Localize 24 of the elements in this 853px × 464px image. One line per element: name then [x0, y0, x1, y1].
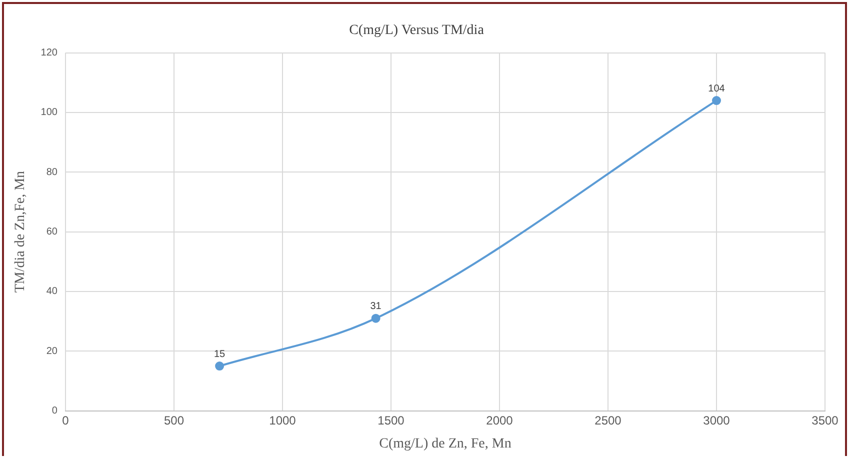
x-tick-label: 1500	[378, 413, 405, 428]
y-tick-label: 80	[46, 166, 58, 178]
y-tick-label: 40	[46, 286, 58, 298]
x-tick-label: 2500	[594, 413, 622, 428]
y-tick-label: 100	[40, 107, 58, 118]
point	[215, 362, 224, 371]
y-axis-title: TM/dia de Zn,Fe, Mn	[13, 170, 28, 293]
x-axis-title: C(mg/L) de Zn, Fe, Mn	[379, 436, 512, 452]
point	[371, 314, 380, 323]
x-tick-label: 500	[164, 413, 184, 428]
data-label: 31	[370, 301, 382, 312]
point	[712, 96, 721, 106]
data-label: 15	[214, 348, 226, 360]
x-tick-label: 0	[62, 413, 70, 428]
x-tick-label: 3500	[812, 413, 839, 428]
y-tick-label: 20	[46, 346, 58, 357]
x-tick-label: 1000	[269, 413, 296, 428]
y-tick-label: 120	[40, 48, 58, 59]
y-tick-label: 60	[46, 226, 58, 238]
x-tick-label: 2000	[486, 413, 514, 428]
chart-title: C(mg/L) Versus TM/dia	[349, 23, 485, 38]
data-label: 104	[708, 83, 726, 94]
x-tick-label: 3000	[703, 413, 730, 428]
y-tick-label: 0	[52, 406, 58, 417]
